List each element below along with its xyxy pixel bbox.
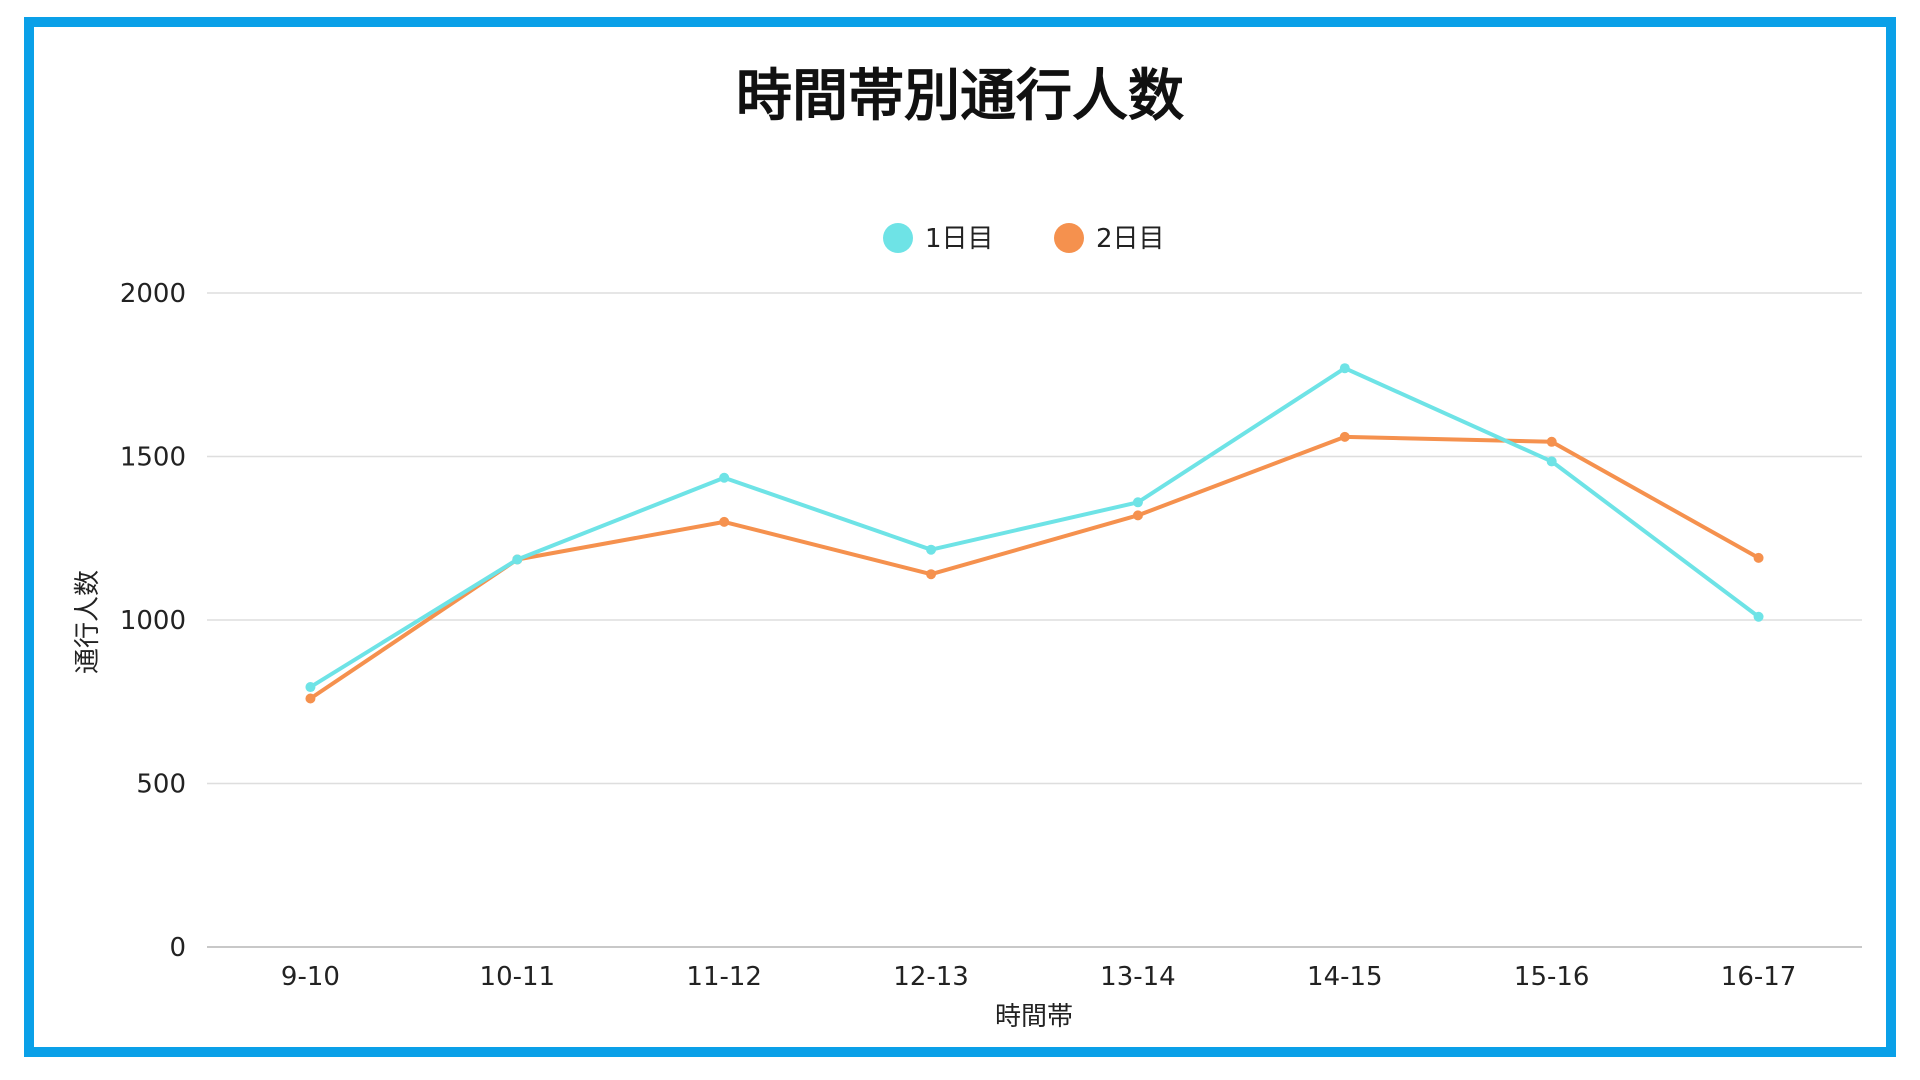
y-tick-label: 2000	[120, 279, 186, 309]
y-axis-label: 通行人数	[73, 570, 103, 674]
x-tick-label: 14-15	[1307, 962, 1383, 992]
data-point	[926, 544, 937, 555]
data-point	[1339, 431, 1350, 442]
y-tick-label: 0	[169, 933, 186, 963]
gridlines	[207, 292, 1862, 948]
data-point	[512, 554, 523, 565]
data-point	[1753, 611, 1764, 622]
series-1	[305, 363, 1764, 693]
legend-item-series-2: 2日目	[1054, 223, 1165, 254]
y-tick-label: 1000	[120, 606, 186, 636]
series-2	[305, 431, 1764, 704]
y-tick-label: 1500	[120, 443, 186, 473]
x-tick-label: 16-17	[1721, 962, 1797, 992]
legend-swatch-series-2	[1054, 223, 1084, 253]
data-point	[719, 472, 730, 483]
data-point	[1546, 456, 1557, 467]
series	[305, 363, 1764, 704]
legend-swatch-series-1	[883, 223, 913, 253]
data-point	[305, 682, 316, 693]
x-axis-label: 時間帯	[995, 1002, 1073, 1032]
x-tick-label: 11-12	[686, 962, 762, 992]
legend-item-series-1: 1日目	[883, 223, 994, 254]
chart-title: 時間帯別通行人数	[736, 64, 1184, 129]
x-tick-label: 15-16	[1514, 962, 1590, 992]
data-point	[1339, 363, 1350, 374]
data-point	[1546, 436, 1557, 447]
x-tick-label: 12-13	[893, 962, 969, 992]
data-point	[1132, 497, 1143, 508]
series-line-1	[308, 366, 1761, 690]
chart-frame	[24, 17, 1896, 1057]
legend-label-series-1: 1日目	[925, 224, 994, 254]
data-point	[1753, 552, 1764, 563]
legend: 1日目 2日目	[883, 223, 1165, 254]
y-tick-label: 500	[136, 770, 186, 800]
x-tick-label: 9-10	[281, 962, 340, 992]
x-tick-label: 10-11	[480, 962, 556, 992]
x-axis-ticks: 9-10 10-11 11-12 12-13 13-14 14-15 15-16 16-17	[281, 962, 1796, 992]
data-point	[1132, 510, 1143, 521]
data-point	[719, 516, 730, 527]
series-line-2	[308, 434, 1761, 701]
data-point	[926, 569, 937, 580]
legend-label-series-2: 2日目	[1096, 224, 1165, 254]
data-point	[305, 693, 316, 704]
y-axis-ticks: 0 500 1000 1500 2000	[120, 279, 186, 963]
x-tick-label: 13-14	[1100, 962, 1176, 992]
